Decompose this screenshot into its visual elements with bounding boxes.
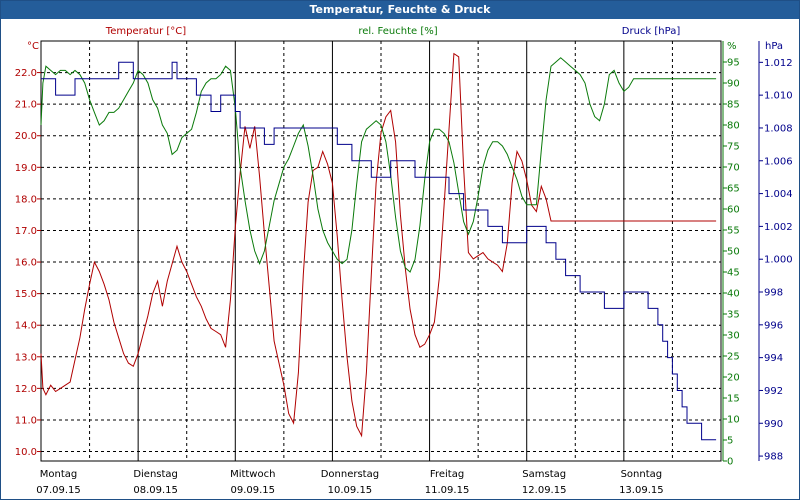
pressure-tick-label: 1.006 [764,156,793,167]
humidity-tick-label: 5 [727,436,733,447]
title-bar: Temperatur, Feuchte & Druck [1,1,799,19]
humidity-tick-label: 30 [727,331,740,342]
humidity-tick-label: 15 [727,394,740,405]
pressure-tick-label: 992 [764,386,783,397]
x-date-label: 11.09.15 [425,485,470,496]
temperature-tick-label: 22.0 [15,68,37,79]
humidity-tick-label: 55 [727,226,740,237]
pressure-tick-label: 1.000 [764,255,793,266]
x-day-label: Dienstag [133,469,178,480]
humidity-tick-label: 65 [727,184,740,195]
x-date-label: 12.09.15 [522,485,567,496]
temperature-tick-label: 13.0 [15,352,37,363]
pressure-tick-label: 994 [764,353,783,364]
humidity-tick-label: 10 [727,415,740,426]
humidity-tick-label: 25 [727,352,740,363]
x-day-label: Mittwoch [230,469,275,480]
temperature-tick-label: 12.0 [15,384,37,395]
pressure-tick-label: 988 [764,452,783,463]
temperature-tick-label: 10.0 [15,447,37,458]
x-day-label: Sonntag [621,469,663,480]
pressure-tick-label: 1.008 [764,123,793,134]
pressure-tick-label: 990 [764,419,783,430]
temperature-tick-label: 21.0 [15,100,37,111]
humidity-tick-label: 20 [727,373,740,384]
temperature-tick-label: 11.0 [15,415,37,426]
x-day-label: Samstag [522,469,566,480]
humidity-tick-label: 90 [727,79,740,90]
humidity-tick-label: 60 [727,205,740,216]
temperature-axis-title: Temperatur [°C] [105,26,186,37]
x-day-label: Donnerstag [321,469,379,480]
humidity-tick-label: 35 [727,310,740,321]
temperature-tick-label: 14.0 [15,321,37,332]
pressure-tick-label: 1.012 [764,58,793,69]
humidity-unit-label: % [727,41,737,52]
humidity-tick-label: 40 [727,289,740,300]
pressure-tick-label: 998 [764,288,783,299]
humidity-tick-label: 85 [727,100,740,111]
temperature-unit-label: °C [27,41,39,52]
humidity-tick-label: 75 [727,142,740,153]
humidity-tick-label: 50 [727,247,740,258]
pressure-axis-title: Druck [hPa] [622,26,681,37]
plot-frame [40,40,722,462]
humidity-tick-label: 70 [727,163,740,174]
x-date-label: 07.09.15 [36,485,81,496]
x-day-label: Montag [40,469,77,480]
series-line-temperature [40,52,717,438]
pressure-tick-label: 996 [764,320,783,331]
chart-title: Temperatur, Feuchte & Druck [309,3,491,16]
x-date-label: 08.09.15 [133,485,178,496]
temperature-tick-label: 19.0 [15,163,37,174]
pressure-unit-label: hPa [765,41,783,52]
pressure-tick-label: 1.002 [764,222,793,233]
x-date-label: 13.09.15 [619,485,664,496]
pressure-tick-label: 1.010 [764,91,793,102]
temperature-tick-label: 16.0 [15,258,37,269]
humidity-tick-label: 80 [727,121,740,132]
humidity-tick-label: 45 [727,268,740,279]
temperature-tick-label: 17.0 [15,226,37,237]
series-line-pressure [41,61,717,441]
series-line-humidity [40,57,717,273]
humidity-tick-label: 0 [727,457,733,468]
pressure-tick-label: 1.004 [764,189,793,200]
temperature-tick-label: 20.0 [15,131,37,142]
x-day-label: Freitag [430,469,464,480]
temperature-tick-label: 18.0 [15,194,37,205]
x-date-label: 10.09.15 [328,485,373,496]
humidity-tick-label: 95 [727,58,740,69]
temperature-tick-label: 15.0 [15,289,37,300]
humidity-axis-title: rel. Feuchte [%] [358,26,437,37]
x-date-label: 09.09.15 [231,485,276,496]
